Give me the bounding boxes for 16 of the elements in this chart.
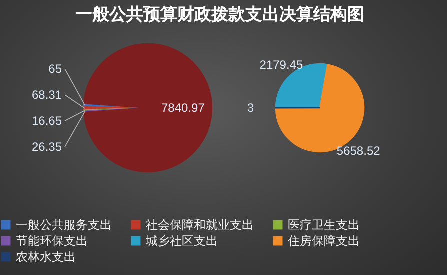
data-label: 2179.45 [260,58,304,72]
data-label: 68.31 [32,88,62,102]
legend-label: 医疗卫生支出 [288,218,360,232]
data-label: 16.65 [32,114,62,128]
chart-title: 一般公共预算财政拨款支出决算结构图 [76,5,364,24]
data-label: 65 [48,62,62,76]
data-label: 3 [247,101,254,115]
data-label: 5658.52 [336,144,381,158]
legend-label: 节能环保支出 [16,234,88,248]
legend-label: 城乡社区支出 [145,234,218,248]
legend-label: 住房保障支出 [287,234,360,248]
data-label: 7840.97 [162,101,206,115]
legend-label: 一般公共服务支出 [16,218,112,232]
legend-label: 社会保障和就业支出 [146,218,254,232]
legend-label: 农林水支出 [16,250,76,264]
data-label: 26.35 [32,140,62,154]
